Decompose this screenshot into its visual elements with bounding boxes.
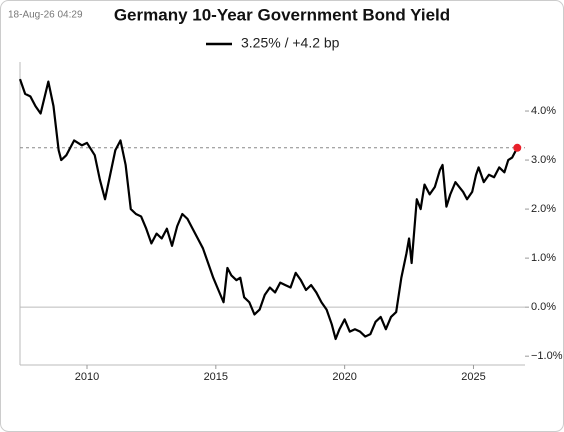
y-tick-label: −1.0% xyxy=(531,350,563,362)
y-tick-label: 4.0% xyxy=(531,105,556,117)
x-tick-label: 2010 xyxy=(75,371,99,383)
timestamp: 18-Aug-26 04:29 xyxy=(8,10,83,21)
x-tick-label: 2020 xyxy=(332,371,356,383)
x-tick-label: 2025 xyxy=(461,371,485,383)
chart-title: Germany 10-Year Government Bond Yield xyxy=(114,5,450,24)
last-value-marker xyxy=(513,143,522,152)
y-tick-label: 2.0% xyxy=(531,203,556,215)
x-tick-label: 2015 xyxy=(204,371,228,383)
y-tick-label: 0.0% xyxy=(531,301,556,313)
y-tick-label: 1.0% xyxy=(531,252,556,264)
series-line xyxy=(18,78,519,341)
legend-label: 3.25% / +4.2 bp xyxy=(241,35,340,51)
y-tick-label: 3.0% xyxy=(531,154,556,166)
